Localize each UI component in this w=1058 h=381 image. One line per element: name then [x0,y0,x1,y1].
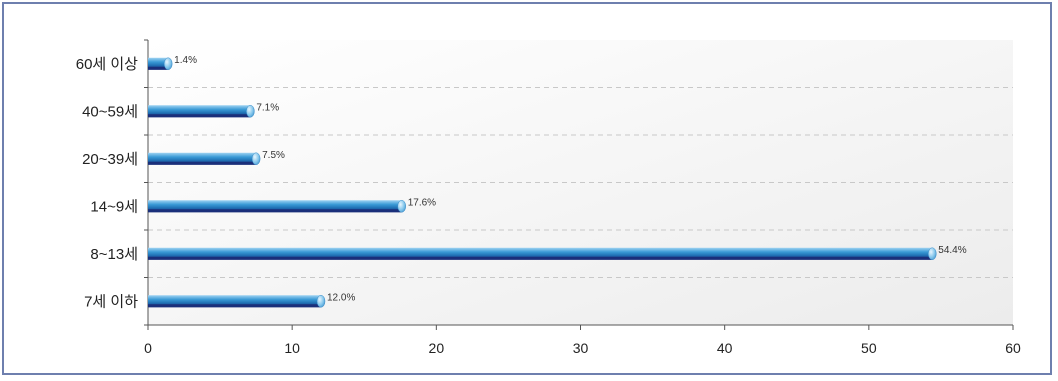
data-label: 17.6% [408,197,436,208]
data-label: 7.5% [262,150,285,161]
bar-shadow [148,304,321,308]
bar-shadow [148,209,402,213]
category-label: 60세 이상 [76,56,138,73]
x-tick-label: 20 [429,340,445,356]
data-label: 1.4% [174,55,197,66]
data-label: 54.4% [938,245,966,256]
bar-cap [163,57,173,70]
x-tick-label: 50 [861,340,877,356]
category-label: 14~9세 [90,198,138,215]
bar-cap [246,105,255,118]
data-label: 12.0% [327,292,355,303]
bar-cap [316,295,326,308]
category-label: 40~59세 [82,103,138,120]
bar-cap [251,152,261,165]
bar-shadow [148,66,169,70]
category-label: 20~39세 [82,151,138,168]
x-tick-label: 10 [284,340,300,356]
category-label: 8~13세 [90,246,138,263]
x-tick-label: 30 [573,340,589,356]
category-label: 7세 이하 [84,293,138,310]
data-label: 7.1% [256,102,279,113]
bar-cap [928,247,937,260]
x-tick-label: 60 [1005,340,1021,356]
bar-shadow [148,114,251,118]
x-tick-label: 0 [144,340,152,356]
x-tick-label: 40 [717,340,733,356]
bar-shadow [148,161,257,165]
bar-shadow [148,256,933,260]
bar-cap [397,200,406,213]
